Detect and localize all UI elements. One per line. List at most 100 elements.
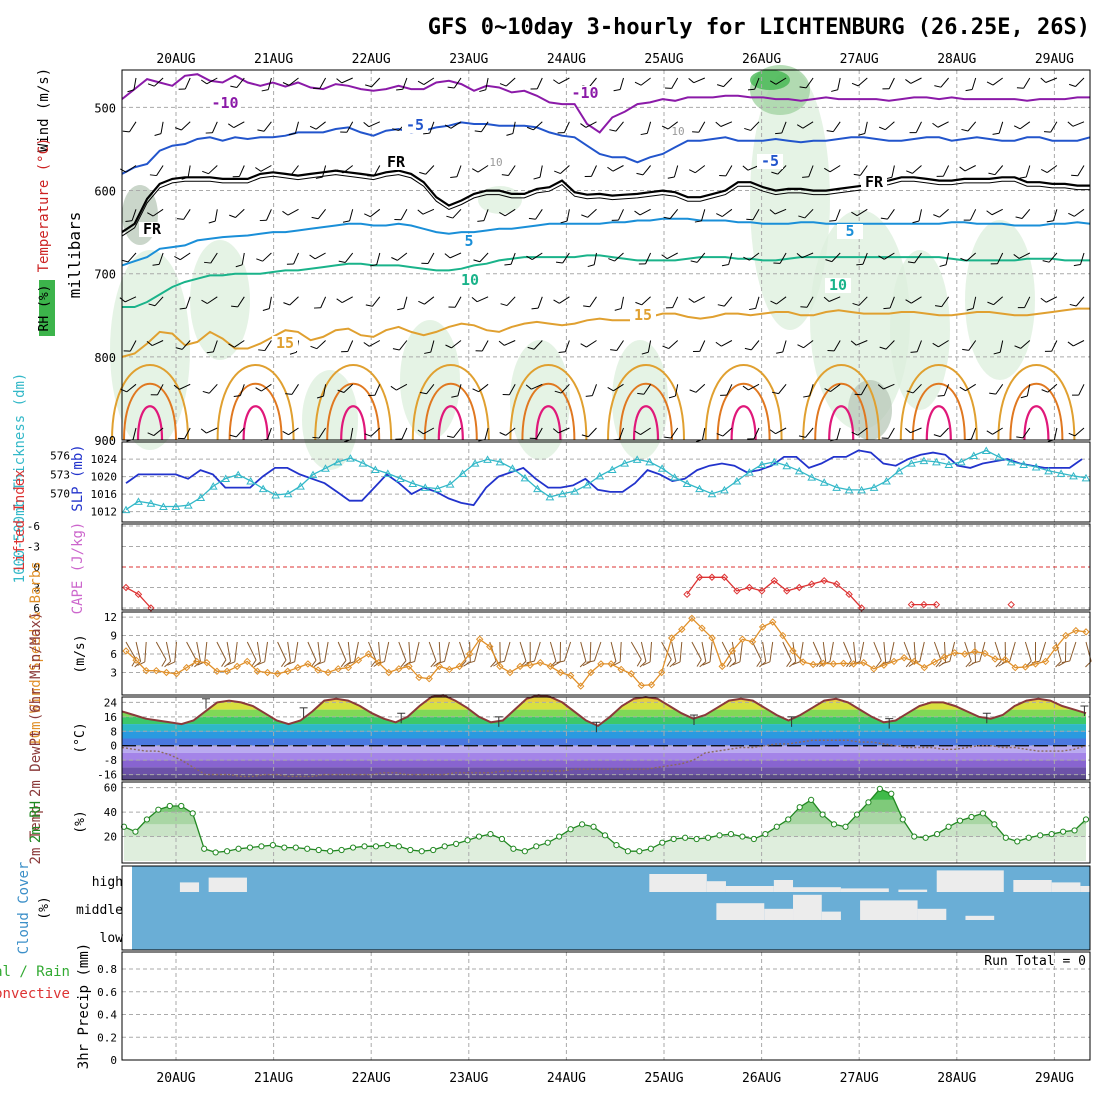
upper-wind-barb — [881, 427, 895, 439]
wind-barb-flag — [447, 86, 455, 89]
rh-shading — [810, 210, 910, 430]
wind-barb-staff — [234, 641, 238, 662]
thickness-marker — [508, 464, 517, 472]
wind-barb-staff — [438, 641, 441, 662]
upper-wind-barb — [174, 121, 191, 131]
wind-barb-flag — [638, 263, 646, 265]
wind-barb-staff — [398, 641, 407, 661]
isotherm-lobe-25 — [925, 405, 952, 441]
upper-wind-barb — [121, 252, 137, 263]
wind-barb-flag — [717, 304, 725, 307]
upper-wind-barb — [769, 427, 787, 435]
wind-barb-staff — [474, 641, 481, 662]
wind-barb-flag — [557, 132, 565, 134]
wind-barb-flag — [607, 387, 614, 392]
rh-shading — [750, 70, 790, 90]
lifted-index-marker — [770, 576, 779, 585]
lifted-index-marker — [932, 600, 941, 609]
wind-barb-flag — [742, 385, 749, 391]
wind-speed-marker — [647, 681, 656, 689]
thickness-tick-label: 570 — [50, 488, 70, 501]
wind-barb-flag — [1041, 389, 1049, 393]
wind-barb-flag — [336, 169, 344, 174]
wind-barb-flag — [993, 351, 1001, 355]
wind-barb-flag — [771, 391, 779, 395]
wind-barb-flag — [499, 212, 506, 217]
wind-barb-flag — [1067, 121, 1074, 127]
wind-barb-staff — [1053, 427, 1058, 440]
wind-barb-flag — [552, 428, 559, 434]
wind-barb-staff — [214, 209, 218, 222]
upper-wind-barb — [662, 340, 679, 349]
wind-barb-staff — [858, 296, 868, 306]
surface-wind-barb — [155, 641, 167, 667]
upper-wind-barb — [584, 165, 597, 178]
wind-barb-staff — [969, 209, 977, 221]
wind-speed-marker — [1062, 631, 1070, 640]
lifted-index-marker — [920, 600, 928, 609]
rh2m-marker — [304, 845, 311, 852]
upper-wind-barb — [315, 165, 327, 179]
wind-barb-flag — [288, 132, 296, 136]
upper-wind-barb — [823, 296, 841, 302]
upper-wind-barb — [530, 77, 543, 90]
upper-wind-barb — [392, 340, 408, 351]
wind-barb-staff — [693, 296, 706, 303]
upper-wind-barb — [395, 427, 408, 440]
upper-wind-barb — [776, 340, 787, 354]
wind-barb-flag — [769, 209, 776, 215]
wind-barb-flag — [558, 351, 566, 354]
wind-barb-staff — [968, 340, 977, 351]
wind-speed-marker — [415, 673, 423, 682]
wind-barb-flag — [164, 661, 171, 668]
temperature-band — [122, 731, 1086, 739]
wind-barb-flag — [154, 133, 162, 137]
upper-wind-barb — [423, 121, 435, 135]
surface-wind-barb — [277, 641, 287, 667]
wind-barb-flag — [665, 307, 673, 309]
wind-barb-staff — [504, 340, 516, 346]
upper-wind-barb — [585, 384, 597, 397]
cloud-block-high — [1051, 882, 1081, 892]
wind-speed-marker — [566, 671, 575, 680]
wind-barb-staff — [294, 121, 299, 134]
wind-barb-flag — [746, 218, 754, 221]
upper-wind-barb — [587, 252, 597, 268]
wind-barb-staff — [804, 208, 814, 219]
wind-barb-flag — [208, 220, 216, 224]
wind-barb-flag — [123, 350, 131, 352]
surface-wind-barb — [642, 641, 652, 666]
wind-barb-staff — [152, 340, 164, 347]
wind-barb-staff — [610, 641, 617, 662]
thickness-marker — [782, 461, 792, 470]
wind-barb-staff — [289, 296, 299, 306]
rh-band — [124, 799, 1086, 813]
wind-barb-staff — [589, 296, 597, 308]
wind-barb-staff — [883, 383, 895, 390]
wind-barb-staff — [762, 641, 767, 662]
upper-wind-barb — [796, 121, 814, 129]
wind-barb-staff — [967, 121, 977, 132]
wind-barb-flag — [581, 434, 589, 438]
rh2m-marker — [498, 835, 506, 843]
wind-barb-staff — [857, 77, 868, 87]
cloud-block-high — [1080, 886, 1090, 892]
wind-barb-staff — [564, 340, 570, 352]
rh2m-marker — [739, 833, 746, 840]
wind-barb-flag — [668, 395, 676, 399]
upper-wind-barb — [878, 252, 895, 260]
surface-wind-barb — [669, 641, 677, 668]
cloud-block-high — [793, 887, 841, 892]
thickness-marker — [981, 446, 991, 454]
date-label-top: 22AUG — [352, 52, 391, 67]
cloud-block-high — [725, 886, 774, 892]
wind-barb-flag — [1014, 345, 1021, 349]
wind-barb-staff — [343, 383, 354, 393]
wind-barb-flag — [418, 300, 425, 305]
wind-barb-flag — [1069, 303, 1077, 307]
wind-barb-flag — [729, 661, 737, 668]
wind-speed-marker — [1082, 628, 1090, 636]
wind-speed-marker — [900, 654, 908, 662]
wind-barb-flag — [365, 304, 373, 307]
thickness-marker — [570, 487, 580, 495]
